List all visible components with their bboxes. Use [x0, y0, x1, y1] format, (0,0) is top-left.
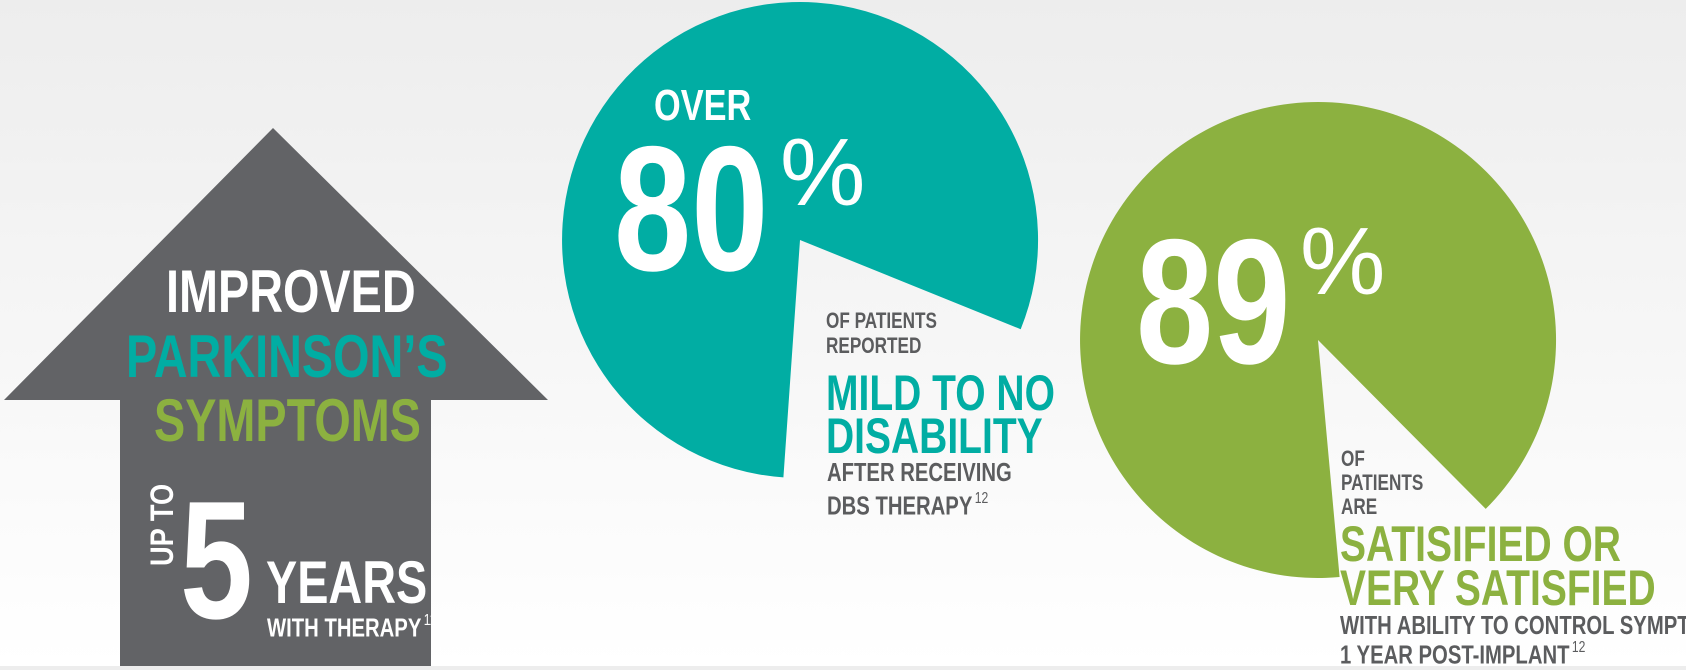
satisfaction-text-are: ARE [1341, 494, 1378, 519]
disability-highlight-line2: DISABILITY [826, 408, 1043, 464]
arrow-years-label: YEARS [266, 549, 428, 616]
satisfaction-pie-slice [1080, 101, 1557, 578]
satisfaction-percent-number: 89 [1136, 202, 1291, 401]
satisfaction-text-post-implant: 1 YEAR POST-IMPLANT 12 [1340, 639, 1586, 670]
disability-text-after-receiving: AFTER RECEIVING [827, 457, 1012, 487]
satisfaction-text-of: OF [1341, 446, 1365, 471]
arrow-reference-number: 11 [423, 612, 437, 629]
disability-text-dbs-therapy: DBS THERAPY 12 [827, 490, 989, 521]
disability-percent-number: 80 [614, 109, 769, 308]
disability-over-label: OVER [654, 81, 752, 130]
disability-text-reported: REPORTED [826, 333, 922, 358]
disability-pie-slice [562, 1, 1039, 478]
up-arrow-shape [4, 128, 548, 666]
arrow-up-to-label: UP TO [144, 483, 180, 566]
satisfaction-text-ability: WITH ABILITY TO CONTROL SYMPTOMS [1340, 610, 1686, 640]
satisfaction-percent-sign: % [1300, 208, 1386, 315]
arrow-with-therapy-label: WITH THERAPY 11 [267, 612, 437, 643]
arrow-heading-symptoms: SYMPTOMS [154, 387, 421, 454]
satisfaction-text-patients: PATIENTS [1341, 470, 1424, 495]
satisfaction-reference-number: 12 [1571, 639, 1586, 656]
arrow-heading-parkinsons: PARKINSON’S [126, 323, 448, 390]
arrow-heading-improved: IMPROVED [166, 258, 416, 325]
disability-percent-sign: % [780, 119, 866, 226]
disability-text-of-patients: OF PATIENTS [826, 308, 937, 333]
satisfaction-highlight-line2: VERY SATISFIED [1340, 560, 1656, 616]
arrow-years-number: 5 [180, 466, 253, 654]
disability-reference-number: 12 [974, 490, 989, 507]
satisfaction-highlight-line1: SATISIFIED OR [1340, 516, 1621, 572]
disability-highlight-line1: MILD TO NO [826, 365, 1055, 421]
